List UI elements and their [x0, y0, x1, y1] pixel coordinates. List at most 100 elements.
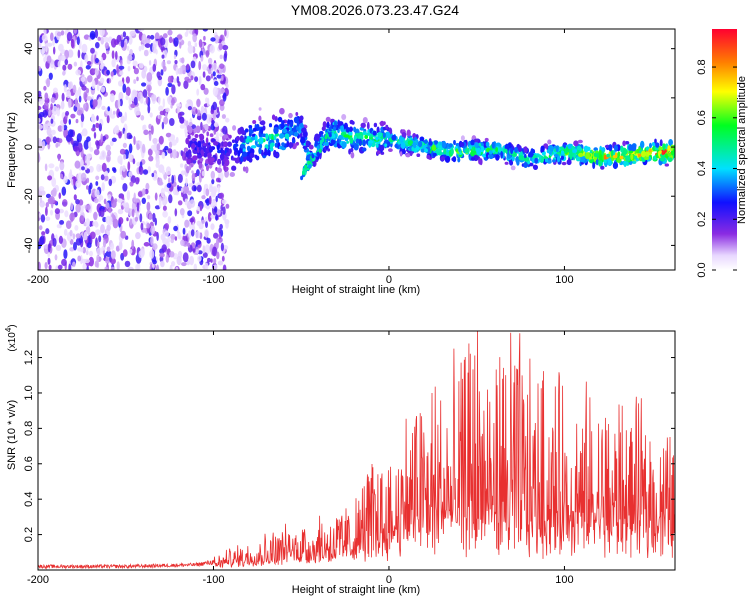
spectrogram-cell: [98, 123, 103, 132]
spectrogram-cell: [83, 231, 88, 241]
spectrogram-cell: [385, 124, 389, 130]
spectrogram-cell: [165, 86, 169, 96]
spectrogram-cell: [197, 250, 203, 255]
spectrogram-cell: [225, 83, 229, 89]
spectrogram-cell: [328, 126, 332, 132]
spectrogram-cell: [166, 60, 171, 65]
spectrogram-cell: [260, 120, 266, 126]
spectrogram-cell: [556, 155, 561, 163]
spectrogram-cell: [72, 261, 76, 268]
snr-panel: -200 -100 0 100 0.2 0.4 0.6 0.8 1.0 1.2 Height of…: [4, 324, 676, 596]
spectrogram-cell: [139, 213, 143, 223]
spectrogram-cell: [598, 159, 603, 167]
spectrogram-cell: [135, 264, 139, 270]
spectrogram-cell: [143, 124, 147, 130]
spectrogram-cell: [128, 35, 133, 45]
spectrogram-cell: [326, 121, 330, 129]
spectrogram-cell: [85, 225, 91, 235]
spectrogram-cell: [384, 143, 388, 147]
spectrogram-cell: [60, 100, 65, 110]
spectrogram-cell: [75, 203, 81, 213]
spectrogram-cell: [219, 88, 225, 95]
spectrogram-cell: [218, 43, 223, 51]
y-tick-label: 40: [23, 43, 35, 55]
spectrogram-cell: [217, 149, 222, 154]
spectrogram-cell: [164, 230, 169, 237]
spectrogram-cell: [91, 79, 96, 90]
spectrogram-cell: [50, 118, 54, 124]
spectrogram-cell: [595, 158, 599, 166]
spectrogram-cell: [221, 150, 226, 154]
spectrogram-cell: [246, 155, 250, 162]
spectrogram-cell: [105, 256, 111, 265]
spectrogram-cell: [70, 202, 74, 211]
spectrogram-cell: [529, 151, 534, 158]
spectrogram-cell: [77, 49, 81, 59]
spectrogram-cell: [43, 85, 47, 91]
spectrogram-cell: [85, 218, 90, 227]
spectrogram-cell: [207, 152, 212, 158]
spectrogram-cell: [492, 149, 495, 153]
spectrogram-cell: [199, 157, 204, 162]
spectrogram-cell: [373, 122, 378, 128]
spectrogram-cell: [63, 84, 67, 93]
spectrogram-cell: [57, 60, 61, 68]
spectrogram-cell: [133, 67, 139, 75]
spectrogram-cell: [129, 181, 134, 187]
spectrogram-cell: [204, 244, 211, 255]
spectrogram-cell: [606, 158, 612, 166]
spectrogram-cell: [145, 182, 150, 191]
spectrogram-cell: [89, 98, 94, 109]
spectrogram-cell: [523, 157, 529, 162]
spectrogram-cell: [210, 73, 214, 79]
spectrogram-cell: [52, 237, 57, 247]
spectrogram-cell: [577, 139, 583, 144]
spectrogram-cell: [203, 87, 209, 95]
spectrogram-cell: [110, 242, 115, 250]
spectrogram-cell: [198, 133, 204, 138]
spectrogram-cell: [47, 257, 51, 265]
spectrogram-cell: [110, 38, 117, 48]
spectrogram-cell: [105, 250, 112, 257]
spectrogram-cell: [45, 193, 51, 199]
spectrogram-cell: [118, 91, 124, 102]
spectrogram-cell: [143, 242, 150, 247]
spectrogram-cell: [452, 156, 457, 163]
spectrogram-cell: [180, 187, 184, 193]
spectrogram-cell: [155, 158, 160, 167]
spectrogram-cell: [437, 151, 443, 156]
spectrogram-cell: [215, 240, 219, 249]
spectrogram-cell: [518, 155, 524, 161]
spectrogram-cell: [159, 110, 165, 116]
spectrogram-cell: [534, 157, 539, 164]
spectrogram-cell: [173, 225, 179, 232]
spectrogram-cell: [101, 105, 106, 110]
spectrogram-cell: [308, 144, 314, 150]
spectrogram-cell: [209, 44, 215, 54]
spectrogram-cell: [202, 245, 206, 254]
spectrogram-cell: [52, 187, 57, 197]
spectrogram-cell: [171, 139, 177, 146]
spectrogram-cell: [127, 161, 131, 171]
spectrogram-cell: [191, 172, 196, 182]
spectrogram-cell: [47, 175, 53, 181]
spectrogram-cell: [62, 70, 66, 76]
spectrogram-cell: [491, 141, 495, 149]
spectrogram-cell: [41, 140, 46, 150]
spectrogram-cell: [664, 163, 669, 167]
spectrogram-cell: [147, 104, 151, 114]
spectrogram-cell: [185, 151, 189, 158]
spectrogram-cell: [63, 249, 68, 259]
spectrogram-cell: [547, 139, 552, 145]
spectrogram-cell: [158, 198, 162, 209]
spectrogram-cell: [187, 134, 191, 140]
spectrogram-cell: [192, 248, 196, 253]
spectrogram-cell: [219, 63, 225, 69]
spectrogram-cell: [503, 148, 508, 153]
spectrogram-cell: [65, 134, 72, 142]
spectrogram-cell: [223, 53, 227, 62]
spectrogram-cell: [205, 75, 211, 82]
spectrogram-cell: [654, 138, 657, 144]
spectrogram-cell: [196, 184, 202, 193]
